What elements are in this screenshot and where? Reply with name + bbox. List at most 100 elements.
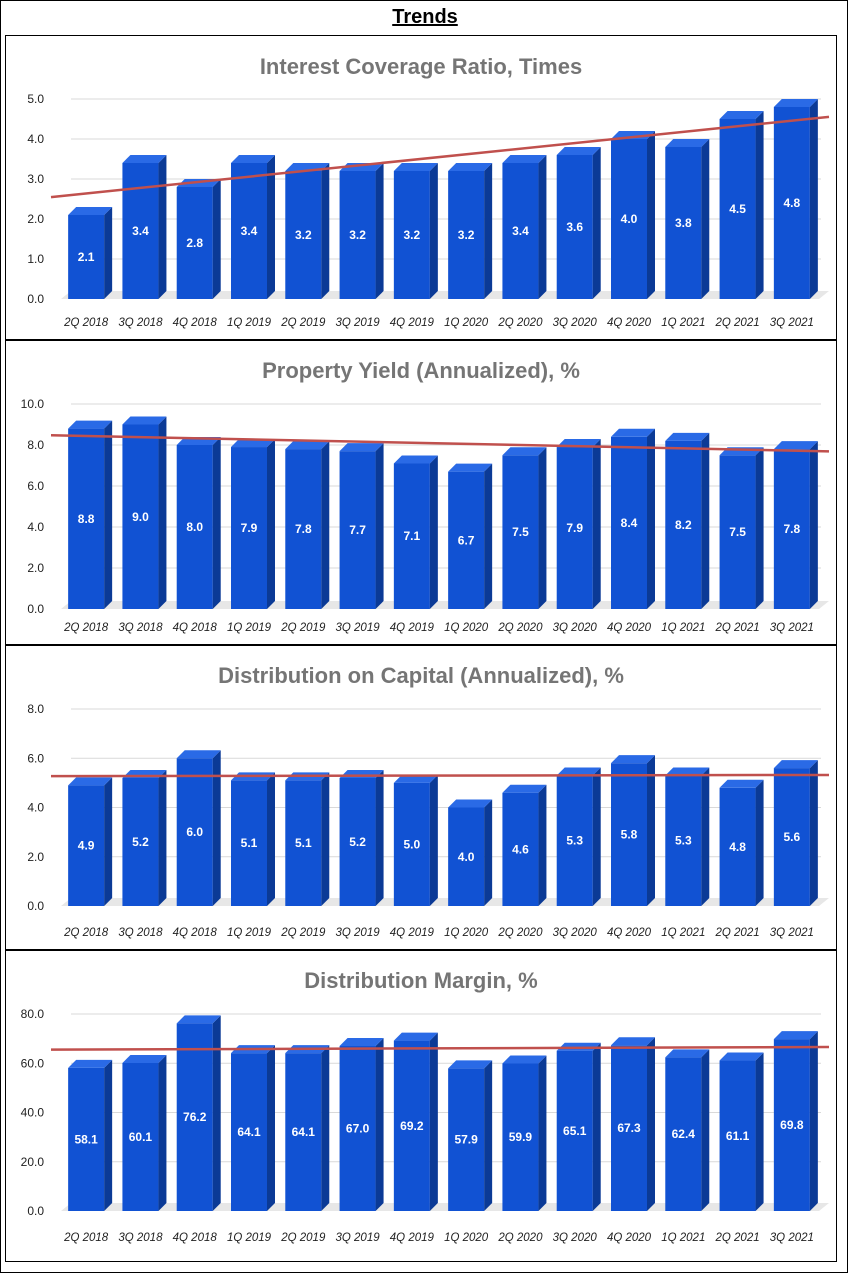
x-tick-label: 4Q 2019 xyxy=(390,1232,435,1244)
bar-top xyxy=(611,1037,655,1046)
chart-floor xyxy=(61,898,829,906)
y-tick-label: 8.0 xyxy=(27,438,44,452)
bar-top xyxy=(773,99,818,107)
x-tick-label: 3Q 2020 xyxy=(553,1232,598,1244)
chart-title: Property Yield (Annualized), % xyxy=(262,358,580,383)
bar-top xyxy=(665,767,710,776)
bar xyxy=(448,171,485,299)
x-tick-label: 4Q 2020 xyxy=(607,1232,652,1244)
bar-top xyxy=(68,777,113,786)
bar-top xyxy=(393,455,438,464)
bar-side xyxy=(321,441,330,609)
x-tick-label: 3Q 2018 xyxy=(118,317,163,329)
chart-title: Interest Coverage Ratio, Times xyxy=(260,54,582,79)
bar-side xyxy=(809,99,818,299)
data-label: 7.1 xyxy=(404,529,421,543)
bar-group: 4.0 xyxy=(448,799,493,906)
bar-top xyxy=(611,428,655,437)
chart-floor xyxy=(61,601,829,609)
data-label: 67.0 xyxy=(346,1122,370,1136)
bar-side xyxy=(104,777,113,906)
data-label: 4.5 xyxy=(729,202,746,216)
bar xyxy=(68,428,105,609)
data-label: 7.5 xyxy=(512,525,529,539)
bar-group: 5.6 xyxy=(773,760,818,906)
bar-side xyxy=(429,163,438,299)
data-label: 7.7 xyxy=(349,523,366,537)
bar-side xyxy=(592,147,601,299)
y-tick-label: 3.0 xyxy=(27,172,44,186)
bar-group: 6.7 xyxy=(448,463,493,609)
bar xyxy=(339,451,376,609)
bar-group: 7.5 xyxy=(502,447,547,609)
bar-group: 5.0 xyxy=(393,774,438,906)
x-tick-label: 3Q 2021 xyxy=(770,317,814,329)
x-tick-label: 2Q 2018 xyxy=(63,317,109,329)
data-label: 61.1 xyxy=(726,1129,750,1143)
bar-top xyxy=(393,163,438,171)
bar-side xyxy=(592,767,601,906)
x-tick-label: 2Q 2019 xyxy=(280,927,326,939)
x-tick-label: 2Q 2018 xyxy=(63,927,109,939)
bar-group: 60.1 xyxy=(122,1055,167,1211)
bar-group: 7.8 xyxy=(773,441,818,609)
x-tick-label: 2Q 2018 xyxy=(63,622,109,634)
x-tick-label: 2Q 2021 xyxy=(715,622,760,634)
bar xyxy=(665,440,702,609)
x-tick-label: 3Q 2021 xyxy=(770,1232,814,1244)
bar-side xyxy=(755,447,764,609)
bar-side xyxy=(267,439,275,609)
bar-group: 9.0 xyxy=(122,416,167,609)
bar-group: 76.2 xyxy=(176,1015,221,1211)
bar-top xyxy=(665,1049,710,1058)
bar xyxy=(285,1053,322,1211)
bar xyxy=(339,1046,376,1211)
x-tick-label: 1Q 2020 xyxy=(444,1232,489,1244)
data-label: 2.8 xyxy=(186,236,203,250)
bar-side xyxy=(104,1059,113,1211)
bar xyxy=(665,775,702,906)
bar-side xyxy=(158,416,167,609)
data-label: 2.1 xyxy=(78,250,95,264)
data-label: 8.2 xyxy=(675,518,692,532)
bar xyxy=(502,455,539,609)
bar-group: 4.0 xyxy=(611,131,655,299)
data-label: 5.3 xyxy=(675,834,692,848)
bar xyxy=(773,1039,810,1211)
bar xyxy=(339,171,376,299)
data-label: 3.4 xyxy=(132,224,149,238)
x-tick-label: 3Q 2018 xyxy=(118,927,163,939)
bar-group: 67.0 xyxy=(339,1038,384,1211)
bar-side xyxy=(104,420,113,609)
bar-side xyxy=(809,1031,818,1211)
bar xyxy=(231,447,267,609)
bar-top xyxy=(665,139,710,147)
y-tick-label: 80.0 xyxy=(21,1007,45,1021)
x-tick-label: 2Q 2021 xyxy=(715,317,760,329)
bar-group: 8.4 xyxy=(611,428,655,609)
y-tick-label: 1.0 xyxy=(27,252,44,266)
bar-top xyxy=(339,443,384,452)
y-tick-label: 0.0 xyxy=(27,292,44,306)
y-tick-label: 2.0 xyxy=(27,561,44,575)
bar-side xyxy=(809,441,818,609)
chart-distribution-margin: Distribution Margin, % 0.0 20.0 40.0 60.0 80.… xyxy=(21,968,830,1244)
x-tick-label: 3Q 2019 xyxy=(336,927,381,939)
bar-top xyxy=(68,420,113,429)
bar-side xyxy=(267,155,275,299)
bar-group: 5.8 xyxy=(611,755,655,906)
bar-side xyxy=(701,432,710,609)
data-label: 8.4 xyxy=(621,516,638,530)
bar-side xyxy=(212,437,221,609)
bar-group: 6.0 xyxy=(176,750,221,906)
bar-side xyxy=(321,772,330,906)
data-label: 5.1 xyxy=(241,836,258,850)
bar-side xyxy=(158,1055,167,1211)
bar-group: 5.1 xyxy=(285,772,330,906)
bar xyxy=(393,171,430,299)
bar-top xyxy=(339,1038,384,1047)
bar-group: 7.5 xyxy=(719,447,764,609)
bar xyxy=(502,1063,539,1211)
x-tick-label: 2Q 2019 xyxy=(280,1232,326,1244)
y-tick-label: 5.0 xyxy=(27,92,44,106)
